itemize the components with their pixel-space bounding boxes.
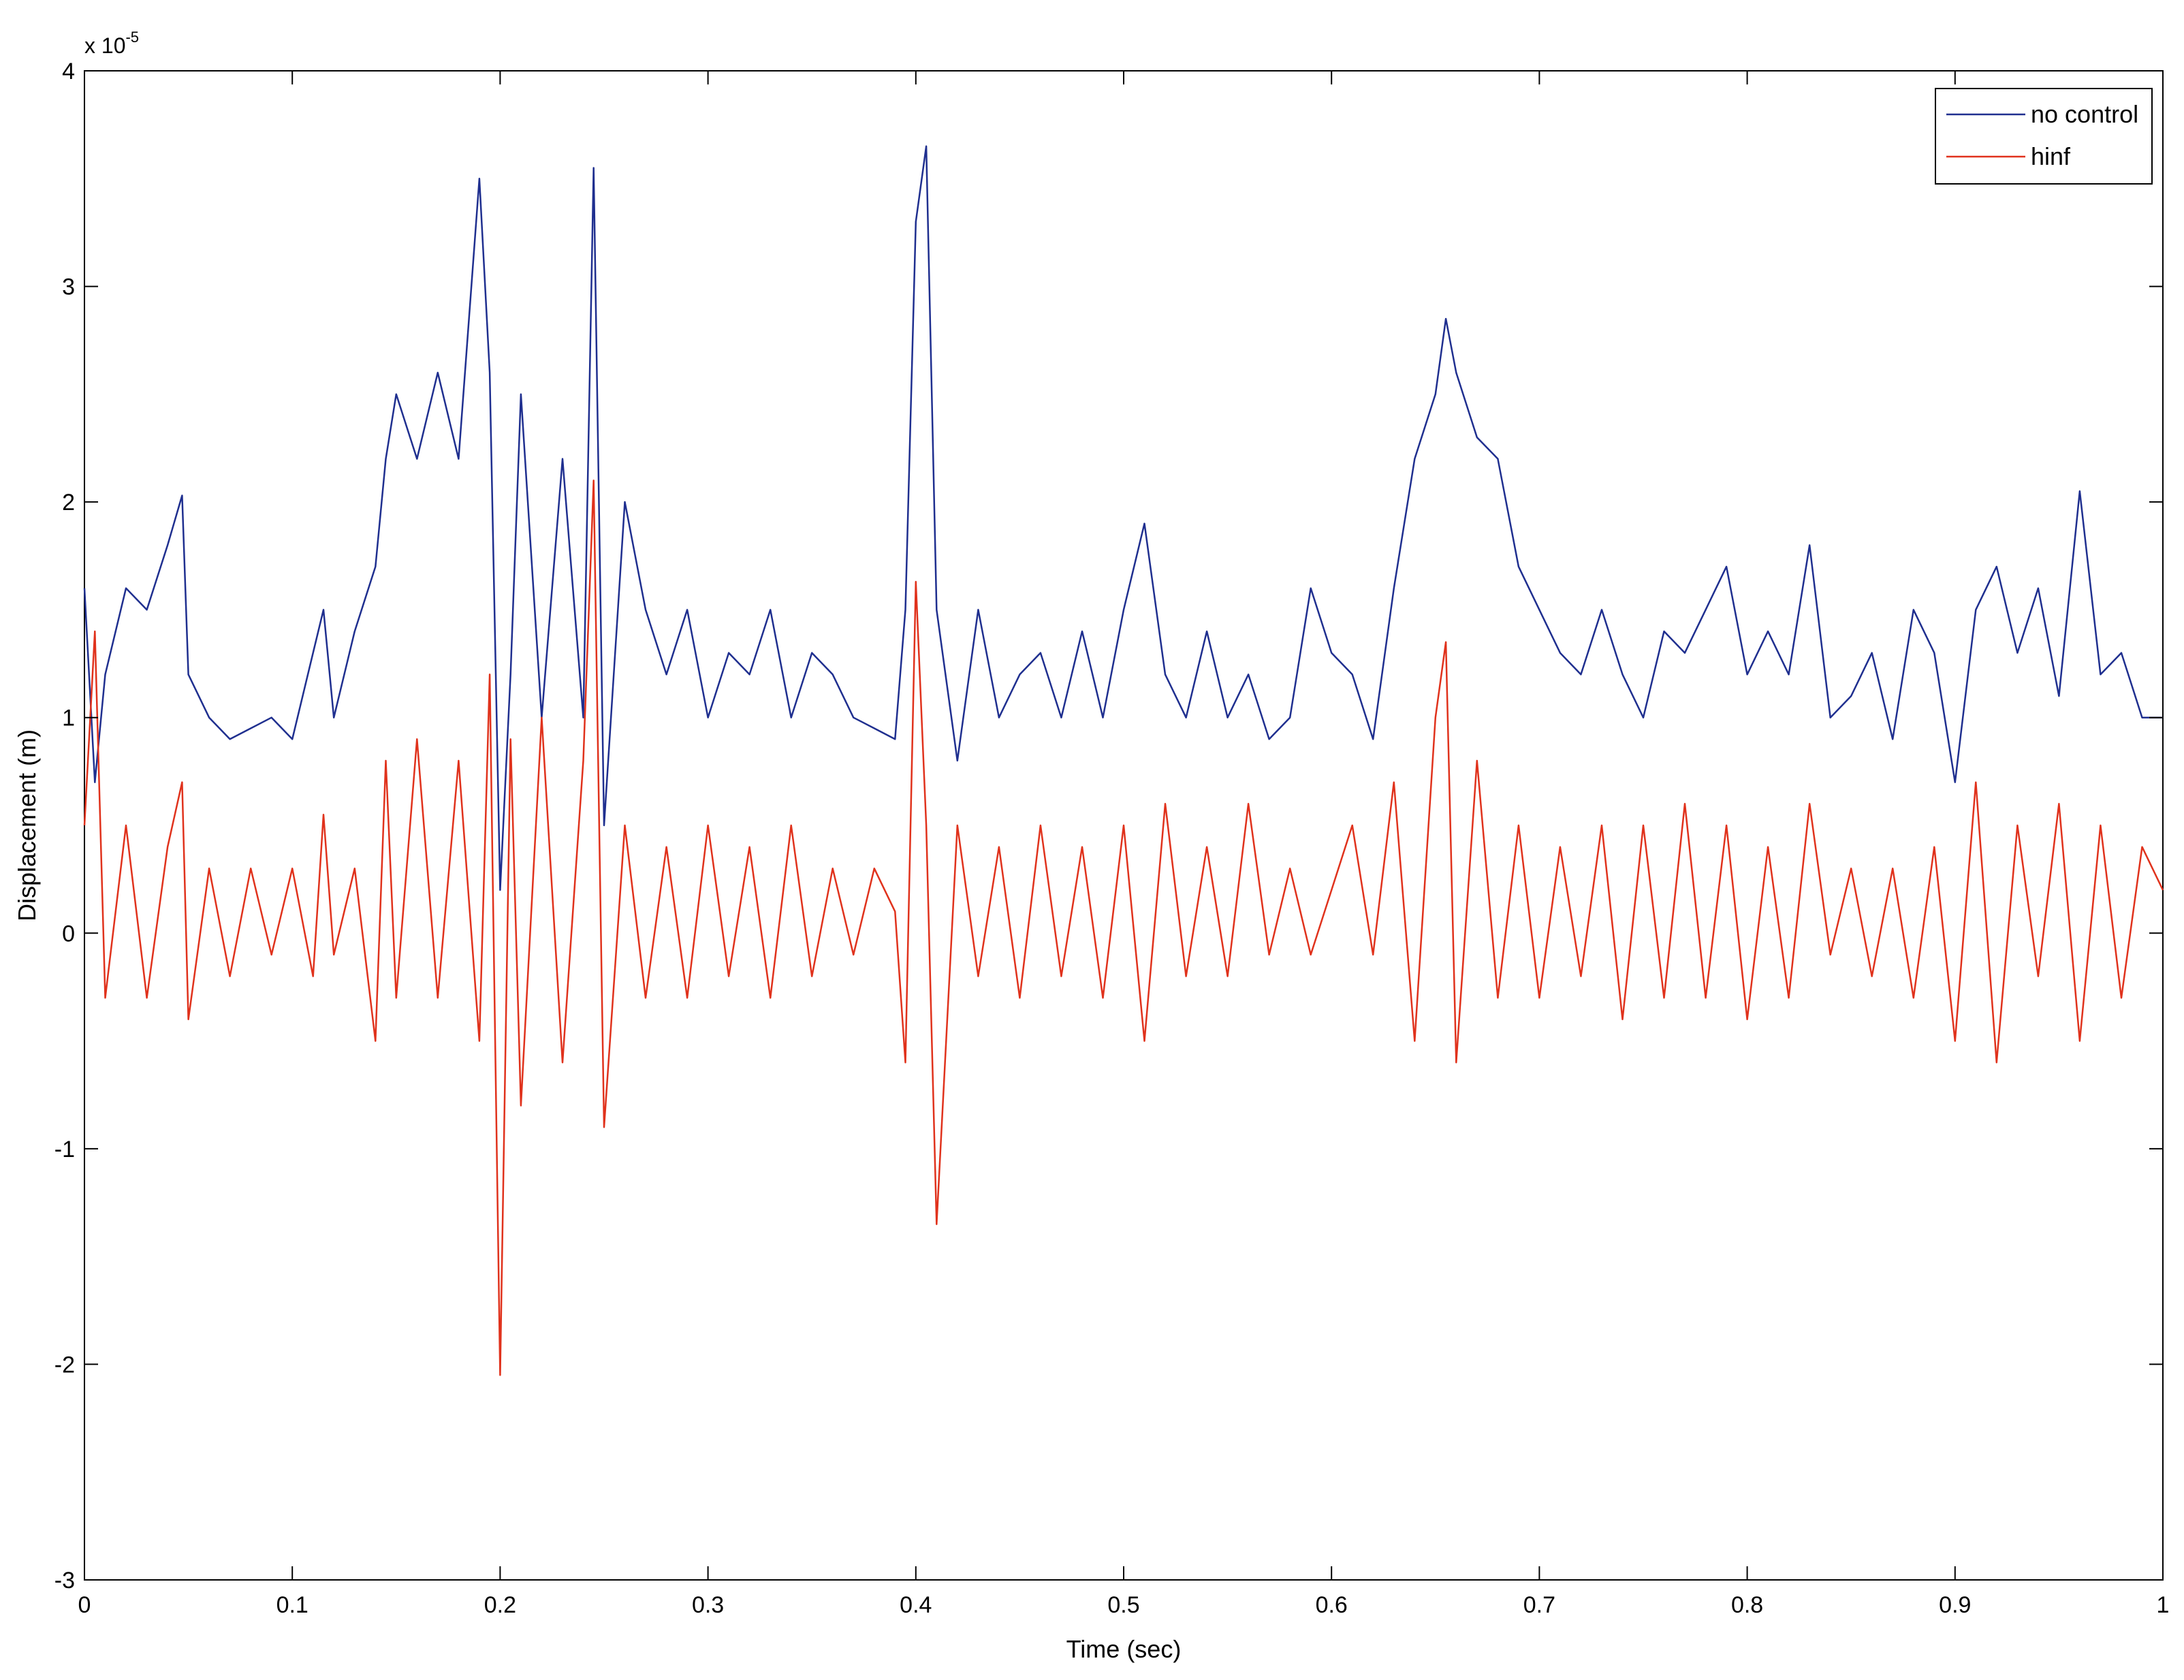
y-tick-label-7: 4 bbox=[62, 59, 75, 84]
x-tick-label-4: 0.4 bbox=[900, 1592, 932, 1618]
x-axis-label: Time (sec) bbox=[1066, 1635, 1182, 1663]
y-tick-label-0: -3 bbox=[54, 1568, 75, 1594]
x-tick-label-6: 0.6 bbox=[1316, 1592, 1348, 1618]
ticks-layer: 0 0.1 0.2 0.3 0.4 0.5 0.6 0.7 0.8 0.9 1 -3 -2 -1 0 1 2 3 4 bbox=[54, 59, 2170, 1618]
series-line-hinf bbox=[83, 479, 2164, 1376]
legend-box bbox=[1935, 88, 2153, 185]
x-tick-label-7: 0.7 bbox=[1523, 1592, 1555, 1618]
x-tick-label-9: 0.9 bbox=[1939, 1592, 1971, 1618]
y-tick-label-2: -1 bbox=[54, 1137, 75, 1162]
series-line-no-control bbox=[83, 145, 2163, 891]
legend-label-hinf: hinf bbox=[2031, 142, 2071, 170]
x-tick-label-8: 0.8 bbox=[1731, 1592, 1763, 1618]
y-tick-label-6: 3 bbox=[62, 274, 75, 300]
x-tick-label-3: 0.3 bbox=[692, 1592, 724, 1618]
y-tick-label-1: -2 bbox=[54, 1352, 75, 1378]
series-layer bbox=[83, 145, 2164, 1376]
legend-label-no-control: no control bbox=[2031, 100, 2138, 128]
x-tick-label-10: 1 bbox=[2157, 1592, 2170, 1618]
y-tick-label-3: 0 bbox=[62, 921, 75, 947]
y-multiplier-base: x 10 bbox=[84, 33, 125, 58]
legend: no control hinf bbox=[1935, 88, 2153, 185]
y-tick-label-4: 1 bbox=[62, 706, 75, 731]
x-tick-label-5: 0.5 bbox=[1107, 1592, 1139, 1618]
x-tick-label-2: 0.2 bbox=[484, 1592, 516, 1618]
plot-area: 0 0.1 0.2 0.3 0.4 0.5 0.6 0.7 0.8 0.9 1 -3 -2 -1 0 1 2 3 4 bbox=[54, 59, 2170, 1618]
y-multiplier-exponent: -5 bbox=[125, 29, 139, 46]
y-tick-label-5: 2 bbox=[62, 490, 75, 516]
y-axis-label: Displacement (m) bbox=[13, 729, 41, 921]
x-tick-label-1: 0.1 bbox=[276, 1592, 308, 1618]
x-tick-label-0: 0 bbox=[78, 1592, 91, 1618]
y-axis-multiplier: x 10-5 bbox=[84, 29, 139, 58]
